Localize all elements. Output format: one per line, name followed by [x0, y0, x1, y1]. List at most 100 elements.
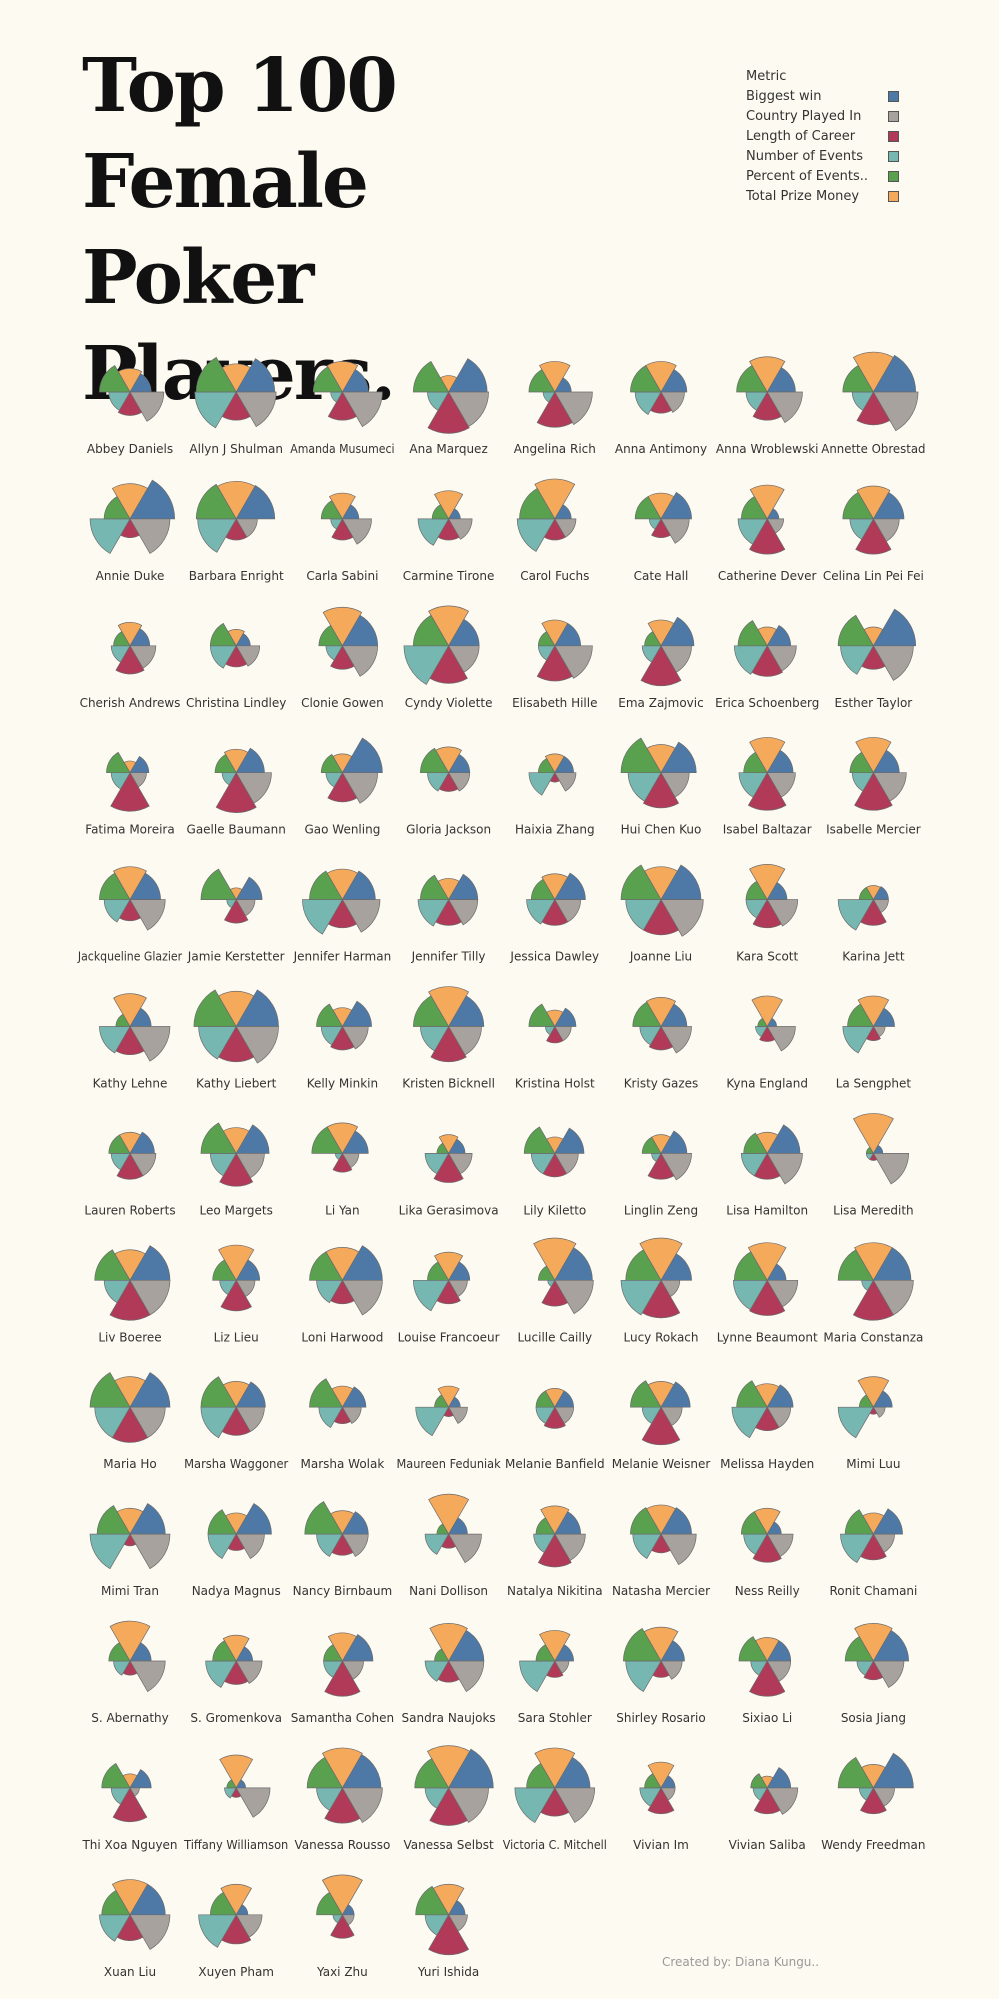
wedge[interactable]	[341, 1406, 362, 1424]
wedge[interactable]	[235, 1259, 261, 1281]
wedge[interactable]	[837, 1406, 875, 1439]
wedge[interactable]	[431, 504, 450, 520]
wedge[interactable]	[235, 1787, 271, 1818]
wedge[interactable]	[89, 518, 131, 554]
wedge[interactable]	[632, 1001, 662, 1027]
wedge[interactable]	[330, 645, 355, 670]
wedge[interactable]	[424, 1660, 450, 1682]
wedge[interactable]	[755, 1026, 768, 1038]
wedge[interactable]	[759, 1025, 776, 1042]
player-chart[interactable]: Ana Marquez	[409, 358, 489, 456]
wedge[interactable]	[341, 899, 381, 933]
wedge[interactable]	[108, 1642, 131, 1662]
wedge[interactable]	[428, 605, 470, 647]
wedge[interactable]	[420, 874, 450, 900]
wedge[interactable]	[640, 645, 682, 687]
wedge[interactable]	[437, 1385, 460, 1408]
legend-item[interactable]: Biggest win	[746, 86, 966, 106]
wedge[interactable]	[327, 771, 358, 803]
wedge[interactable]	[537, 1265, 556, 1281]
legend-item[interactable]: Country Played In	[746, 106, 966, 126]
player-chart[interactable]: Kyna England	[726, 995, 808, 1091]
wedge[interactable]	[428, 986, 470, 1028]
wedge[interactable]	[854, 1623, 893, 1662]
wedge[interactable]	[749, 484, 785, 520]
player-chart[interactable]: Cyndy Violette	[403, 605, 493, 710]
wedge[interactable]	[193, 989, 237, 1027]
wedge[interactable]	[743, 1132, 768, 1154]
wedge[interactable]	[108, 1134, 131, 1154]
wedge[interactable]	[858, 1394, 875, 1408]
wedge[interactable]	[736, 365, 768, 393]
wedge[interactable]	[855, 737, 892, 774]
wedge[interactable]	[109, 1620, 151, 1662]
player-chart[interactable]: Liz Lieu	[212, 1244, 261, 1344]
wedge[interactable]	[326, 361, 359, 393]
wedge[interactable]	[200, 868, 237, 900]
player-chart[interactable]: Barbara Enright	[189, 480, 284, 583]
wedge[interactable]	[630, 365, 662, 393]
player-chart[interactable]: Catherine Dever	[718, 484, 817, 583]
player-chart[interactable]: Samantha Cohen	[291, 1632, 394, 1725]
wedge[interactable]	[543, 1406, 566, 1429]
wedge[interactable]	[321, 1874, 363, 1916]
player-chart[interactable]: Jackqueline Glazier	[77, 866, 182, 964]
wedge[interactable]	[412, 995, 450, 1027]
wedge[interactable]	[837, 1249, 875, 1281]
player-chart[interactable]: Karina Jett	[837, 885, 905, 964]
wedge[interactable]	[872, 1752, 914, 1789]
wedge[interactable]	[651, 518, 671, 539]
wedge[interactable]	[447, 1406, 468, 1424]
player-chart[interactable]: Erica Schoenberg	[715, 620, 819, 710]
player-chart[interactable]: Nani Dollison	[409, 1493, 488, 1598]
wedge[interactable]	[447, 358, 488, 393]
wedge[interactable]	[660, 616, 695, 647]
wedge[interactable]	[533, 1237, 577, 1281]
wedge[interactable]	[324, 1787, 361, 1824]
wedge[interactable]	[736, 1380, 768, 1408]
wedge[interactable]	[129, 1026, 171, 1062]
player-chart[interactable]: S. Abernathy	[91, 1620, 169, 1725]
player-chart[interactable]: Carla Sabini	[306, 492, 378, 583]
wedge[interactable]	[99, 365, 131, 393]
wedge[interactable]	[194, 391, 237, 429]
wedge[interactable]	[855, 518, 892, 555]
wedge[interactable]	[434, 490, 464, 520]
wedge[interactable]	[648, 1025, 674, 1051]
wedge[interactable]	[865, 1146, 875, 1154]
wedge[interactable]	[872, 645, 914, 681]
wedge[interactable]	[837, 614, 875, 647]
wedge[interactable]	[235, 876, 263, 900]
player-chart[interactable]: Gaelle Baumann	[187, 747, 286, 837]
wedge[interactable]	[309, 1251, 344, 1281]
player-chart[interactable]: Annie Duke	[89, 479, 176, 583]
wedge[interactable]	[430, 1025, 467, 1063]
player-chart[interactable]: Maria Constanza	[823, 1242, 923, 1345]
wedge[interactable]	[302, 899, 344, 935]
player-chart[interactable]: Abbey Daniels	[87, 365, 173, 456]
wedge[interactable]	[740, 1511, 768, 1535]
player-chart[interactable]: La Sengphet	[836, 995, 912, 1091]
wedge[interactable]	[753, 1787, 781, 1815]
wedge[interactable]	[749, 356, 786, 393]
wedge[interactable]	[647, 1787, 675, 1815]
wedge[interactable]	[872, 608, 917, 647]
wedge[interactable]	[428, 1493, 470, 1535]
wedge[interactable]	[644, 631, 662, 647]
wedge[interactable]	[129, 391, 165, 422]
wedge[interactable]	[129, 1769, 152, 1789]
wedge[interactable]	[129, 1533, 171, 1570]
wedge[interactable]	[427, 391, 470, 434]
wedge[interactable]	[847, 1003, 875, 1027]
wedge[interactable]	[223, 898, 249, 924]
wedge[interactable]	[660, 369, 688, 393]
wedge[interactable]	[620, 737, 662, 774]
wedge[interactable]	[860, 1787, 887, 1815]
player-chart[interactable]: Fatima Moreira	[85, 751, 175, 837]
wedge[interactable]	[412, 614, 450, 647]
player-chart[interactable]: Ema Zajmovic	[618, 616, 704, 710]
wedge[interactable]	[660, 741, 697, 774]
wedge[interactable]	[331, 518, 354, 541]
wedge[interactable]	[837, 1756, 875, 1789]
wedge[interactable]	[844, 1636, 875, 1662]
